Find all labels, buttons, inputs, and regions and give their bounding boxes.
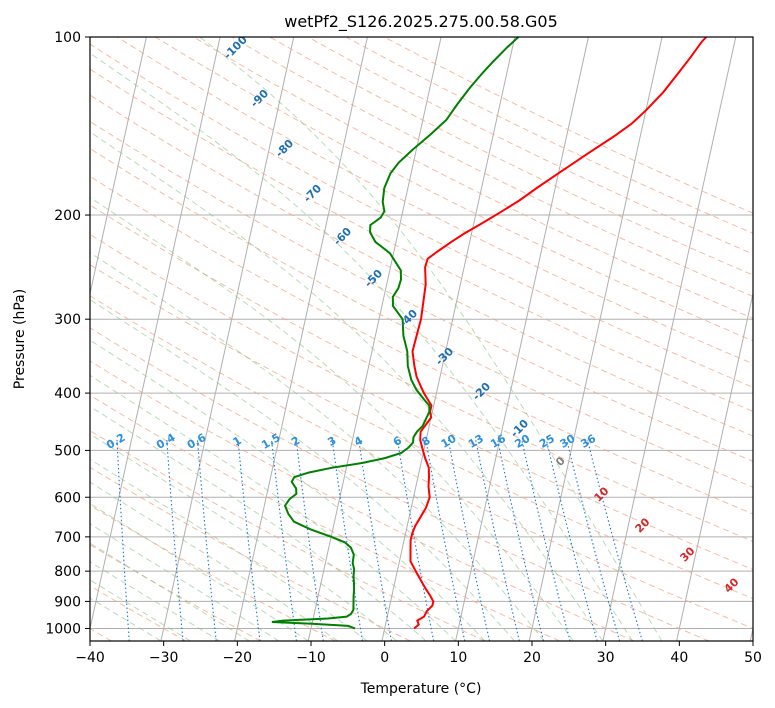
dry-adiabat-line	[90, 504, 336, 641]
dry-adiabat-line	[90, 466, 411, 641]
mixing-ratio-line	[396, 439, 435, 641]
y-tick-label: 900	[54, 594, 81, 610]
isotherm-line	[381, 37, 516, 641]
x-tick-label: 0	[380, 650, 389, 666]
mixing-ratio-line	[295, 439, 324, 641]
isotherm-line	[90, 37, 147, 296]
x-tick-label: 10	[449, 650, 467, 666]
temperature-profile-line	[409, 37, 708, 630]
mixing-ratio-line	[586, 439, 643, 641]
mixing-ratio-line	[425, 439, 466, 641]
isotherm-line	[455, 37, 589, 641]
moist-adiabat-line	[90, 196, 574, 641]
moist-adiabat-line	[90, 458, 368, 641]
chart-title: wetPf2_S126.2025.275.00.58.G05	[284, 12, 558, 32]
dry-adiabat-line	[90, 360, 635, 641]
y-tick-label: 100	[54, 30, 81, 46]
mixing-ratio-line	[358, 439, 392, 641]
moist-adiabat-line	[90, 299, 515, 641]
moist-adiabat-line	[90, 561, 221, 641]
x-tick-label: −10	[296, 650, 326, 666]
dry-adiabat-line	[90, 148, 753, 488]
mixing-ratio-line	[271, 439, 298, 641]
isotherm-line	[602, 37, 737, 641]
x-axis-label: Temperature (°C)	[360, 681, 482, 697]
mixing-ratio-line	[521, 439, 571, 641]
moist-adiabat-line	[90, 597, 162, 641]
moist-adiabat-line	[90, 405, 427, 641]
x-tick-label: −20	[223, 650, 253, 666]
moist-adiabat-line	[90, 52, 633, 641]
mixing-ratio-line	[475, 439, 520, 641]
y-tick-label: 800	[54, 564, 81, 580]
moist-adiabat-line	[90, 131, 604, 641]
moist-adiabat-line	[90, 339, 486, 641]
x-tick-label: 20	[523, 650, 541, 666]
mixing-ratio-line	[237, 439, 261, 641]
dry-adiabat-line	[90, 233, 753, 571]
dry-adiabat-line	[90, 175, 753, 515]
dry-adiabat-line	[90, 585, 187, 641]
dry-adiabat-line	[90, 295, 753, 630]
y-tick-label: 400	[54, 386, 81, 402]
dry-adiabat-line	[155, 37, 753, 342]
x-tick-label: −30	[149, 650, 179, 666]
dry-adiabat-line	[90, 264, 753, 600]
y-tick-label: 300	[54, 312, 81, 328]
mixing-ratio-line	[566, 439, 621, 641]
moist-adiabat-line	[90, 433, 397, 641]
x-tick-label: 30	[597, 650, 615, 666]
mixing-ratio-line	[116, 439, 130, 641]
plot-frame	[89, 36, 754, 642]
moist-adiabat-line	[90, 252, 545, 641]
y-tick-label: 500	[54, 443, 81, 459]
mixing-ratio-line	[196, 439, 217, 641]
x-tick-label: 40	[670, 650, 688, 666]
isotherm-line	[90, 37, 221, 631]
y-tick-label: 1000	[45, 621, 81, 637]
dry-adiabat-line	[90, 94, 753, 437]
y-tick-label: 200	[54, 208, 81, 224]
y-tick-label: 700	[54, 530, 81, 546]
mixing-ratio-line	[166, 439, 184, 641]
moist-adiabat-line	[90, 481, 338, 641]
mixing-ratio-line	[331, 439, 364, 641]
y-axis-label: Pressure (hPa)	[12, 289, 28, 389]
dry-adiabat-line	[116, 37, 753, 365]
y-tick-label: 600	[54, 490, 81, 506]
dry-adiabat-line	[90, 204, 753, 542]
moist-adiabat-line	[90, 374, 456, 641]
dry-adiabat-line	[90, 68, 753, 412]
mixing-ratio-line	[447, 439, 491, 641]
dewpoint-profile-line	[271, 37, 520, 630]
mixing-ratio-line	[497, 439, 545, 641]
x-tick-label: 50	[744, 650, 762, 666]
isotherm-line	[528, 37, 663, 641]
moist-adiabat-line	[90, 579, 191, 641]
mixing-ratio-line	[545, 439, 598, 641]
isotherm-line	[676, 291, 753, 641]
moist-adiabat-line	[199, 37, 663, 641]
x-tick-label: −40	[75, 650, 105, 666]
